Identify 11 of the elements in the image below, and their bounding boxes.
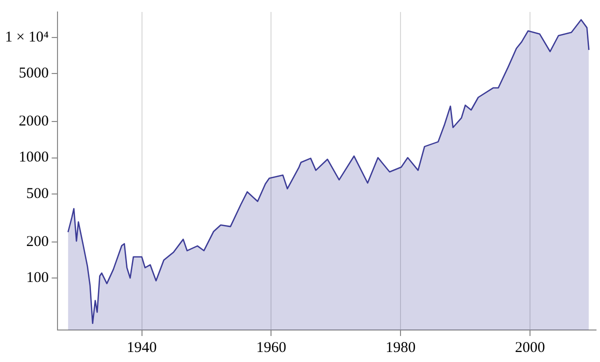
x-tick-label: 2000 (515, 340, 546, 356)
y-tick-label: 2000 (18, 114, 49, 130)
y-tick-label: 5000 (18, 66, 49, 82)
y-tick-label: 1000 (18, 150, 49, 166)
x-tick-label: 1980 (386, 340, 416, 356)
y-tick-label: 500 (26, 186, 49, 202)
x-tick-label: 1960 (256, 340, 286, 356)
y-tick-label: 1 × 10⁴ (4, 29, 49, 46)
y-tick-label: 200 (26, 234, 49, 250)
y-tick-label: 100 (26, 270, 49, 286)
x-tick-label: 1940 (126, 340, 157, 356)
